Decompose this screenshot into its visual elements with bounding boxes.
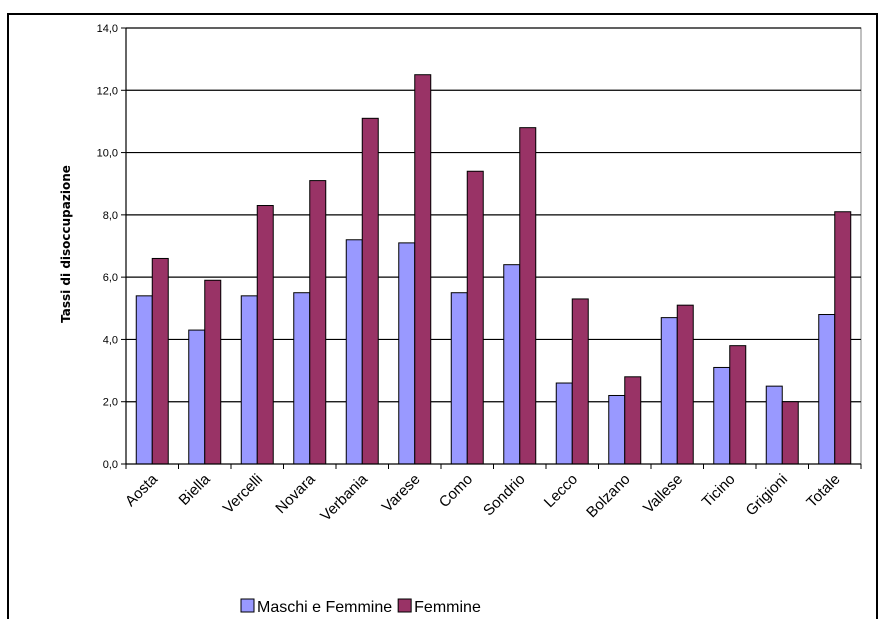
plot-border [126,28,861,464]
bar [625,377,641,464]
bar [346,240,362,464]
x-category-label: Biella [176,470,214,508]
x-category-label: Novara [272,470,319,517]
legend: Maschi e Femmine Femmine [241,599,481,616]
x-category-label: Como [436,471,476,511]
bar [730,346,746,464]
y-tick-label: 12,0 [97,85,118,97]
bar [189,330,205,464]
bar [714,367,730,464]
bar [152,258,168,464]
bar [677,305,693,464]
bar [556,383,572,464]
legend-swatch [398,599,411,612]
legend-swatch [241,599,254,612]
x-category-label: Varese [379,471,424,516]
bar [520,128,536,464]
bar [136,296,152,464]
x-category-label: Totale [803,471,843,511]
bar [766,386,782,464]
y-tick-label: 10,0 [97,148,118,160]
x-category-label: Grigioni [743,471,792,520]
y-axis-label: Tassi di disoccupazione [59,165,73,323]
y-tick-label: 4,0 [103,334,118,346]
y-tick-label: 2,0 [103,397,118,409]
bar [241,296,257,464]
bar [572,299,588,464]
x-category-label: Lecco [541,471,581,511]
bar [782,402,798,464]
legend-label: Maschi e Femmine [257,599,392,616]
x-category-label: Bolzano [583,471,633,521]
x-category-label: Verbania [317,470,371,524]
bar [504,265,520,464]
bar [451,293,467,464]
x-category-label: Aosta [122,470,162,510]
bar [294,293,310,464]
x-category-label: Sondrio [480,471,529,520]
bar [310,181,326,464]
bar [257,206,273,464]
x-category-label: Vercelli [220,471,266,517]
y-tick-label: 8,0 [103,210,118,222]
y-tick-labels: 0,0 2,0 4,0 6,0 8,0 10,0 12,0 14,0 [97,23,118,471]
bar [609,395,625,464]
x-category-label: Ticino [699,471,739,511]
plot-area [126,28,861,464]
y-tick-label: 0,0 [103,459,118,471]
bar [835,212,851,464]
bar [205,280,221,464]
x-category-label: Vallese [640,471,686,517]
bar [467,171,483,464]
y-tick-label: 6,0 [103,272,118,284]
bar [819,315,835,464]
y-tick-label: 14,0 [97,23,118,35]
bar [661,318,677,464]
bar [415,75,431,464]
legend-label: Femmine [414,599,481,616]
bar [399,243,415,464]
bar [362,118,378,464]
